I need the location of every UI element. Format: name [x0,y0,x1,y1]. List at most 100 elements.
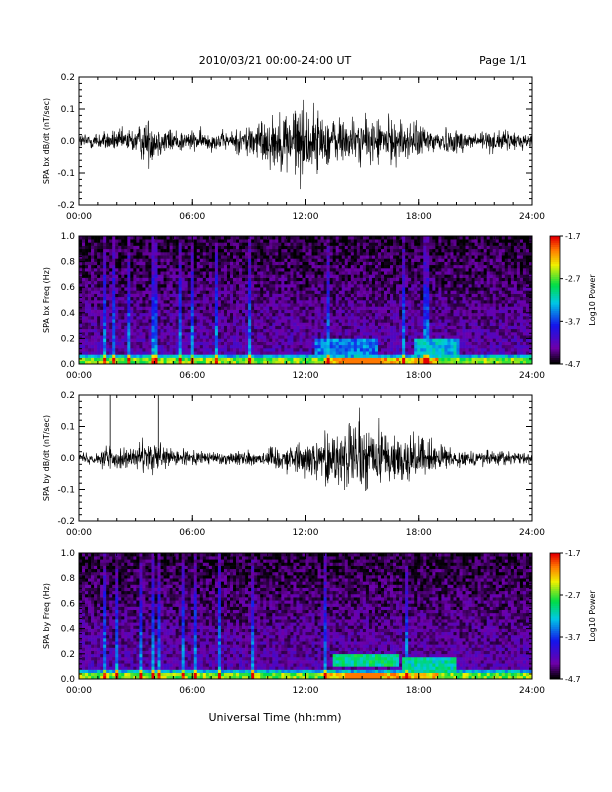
spectrogram-cell [91,248,95,253]
spectrogram-cell [266,309,270,314]
spectrogram-cell [91,264,95,269]
spectrogram-cell [381,303,385,307]
spectrogram-cell [305,296,309,301]
spectrogram-cell [190,325,195,330]
spectrogram-cell [172,296,176,301]
spectrogram-cell [284,290,288,294]
spectrogram-cell [199,271,204,275]
spectrogram-cell [127,316,131,320]
spectrogram-cell [94,332,98,336]
spectrogram-cell [377,325,382,330]
spectrogram-cell [323,338,327,342]
spectrogram-cell [106,316,110,320]
spectrogram-cell [414,248,418,253]
spectrogram-cell [112,316,116,320]
spectrogram-cell [368,316,373,320]
spectrogram-cell [414,277,418,282]
spectrogram-cell [272,248,276,253]
spectrogram-cell [236,296,240,301]
spectrogram-cell [187,322,192,326]
spectrogram-cell [199,319,204,323]
spectrogram-cell [353,274,358,278]
spectrogram-cell [163,300,167,304]
spectrogram-cell [100,306,104,310]
spectrogram-cell [214,357,219,362]
spectrogram-cell [302,258,306,262]
spectrogram-cell [121,290,125,294]
spectrogram-cell [139,248,143,253]
spectrogram-cell [387,236,391,240]
spectrogram-cell [166,271,170,275]
spectrogram-cell [359,312,364,317]
spectrogram-cell [205,255,210,259]
spectrogram-cell [133,248,137,253]
spectrogram-cell [127,325,131,330]
spectrogram-cell [332,328,336,333]
spectrogram-cell [287,255,291,259]
spectrogram-cell [284,280,288,285]
spectrogram-cell [157,252,161,256]
spectrogram-cell [399,322,403,326]
spectrogram-cell [429,296,433,301]
spectrogram-cell [423,360,427,365]
spectrogram-cell [79,293,83,298]
spectrogram-cell [402,332,406,336]
spectrogram-cell [127,274,131,278]
spectrogram-cell [323,325,327,330]
page-indicator: Page 1/1 [479,54,527,67]
spectrogram-cell [121,284,125,288]
spectrogram-cell [151,277,155,282]
spectrogram-cell [399,335,403,339]
spectrogram-cell [139,236,143,240]
spectrogram-cell [429,325,433,330]
spectrogram-cell [157,274,161,278]
spectrogram-cell [426,261,430,266]
spectrogram-cell [371,335,376,339]
spectrogram-cell [223,271,228,275]
spectrogram-cell [223,319,228,323]
spectrogram-cell [169,348,173,352]
spectrogram-cell [347,351,352,355]
spectrogram-cell [112,271,116,275]
spectrogram-cell [329,284,333,288]
spectrogram-cell [266,261,270,266]
spectrogram-cell [169,338,173,342]
spectrogram-cell [272,245,276,250]
spectrogram-cell [106,344,110,349]
spectrogram-cell [263,248,267,253]
spectrogram-cell [408,245,412,250]
spectrogram-cell [371,300,376,304]
spectrogram-cell [368,248,373,253]
spectrogram-cell [377,242,382,246]
spectrogram-cell [109,303,113,307]
spectrogram-cell [254,248,258,253]
spectrogram-cell [97,348,101,352]
spectrogram-cell [278,348,282,352]
spectrogram-cell [79,322,83,326]
spectrogram-cell [169,341,173,346]
spectrogram-cell [432,296,436,301]
spectrogram-cell [230,245,234,250]
spectrogram-cell [187,245,192,250]
spectrogram-cell [402,319,406,323]
spectrogram-cell [293,245,297,250]
spectrogram-cell [175,242,179,246]
spectrogram-cell [239,344,243,349]
spectrogram-cell [230,322,234,326]
spectrogram-cell [202,303,207,307]
spectrogram-cell [435,348,439,352]
spectrogram-cell [245,357,249,362]
spectrogram-cell [269,239,273,243]
spectrogram-cell [368,264,373,269]
spectrogram-cell [112,306,116,310]
y-tick-label: 0.2 [61,73,75,83]
spectrogram-cell [184,351,189,355]
spectrogram-cell [396,319,400,323]
spectrogram-cell [374,348,379,352]
spectrogram-cell [251,248,255,253]
spectrogram-cell [148,344,152,349]
spectrogram-cell [371,309,376,314]
spectrogram-cell [245,277,249,282]
spectrogram-cell [184,303,189,307]
spectrogram-cell [405,248,409,253]
